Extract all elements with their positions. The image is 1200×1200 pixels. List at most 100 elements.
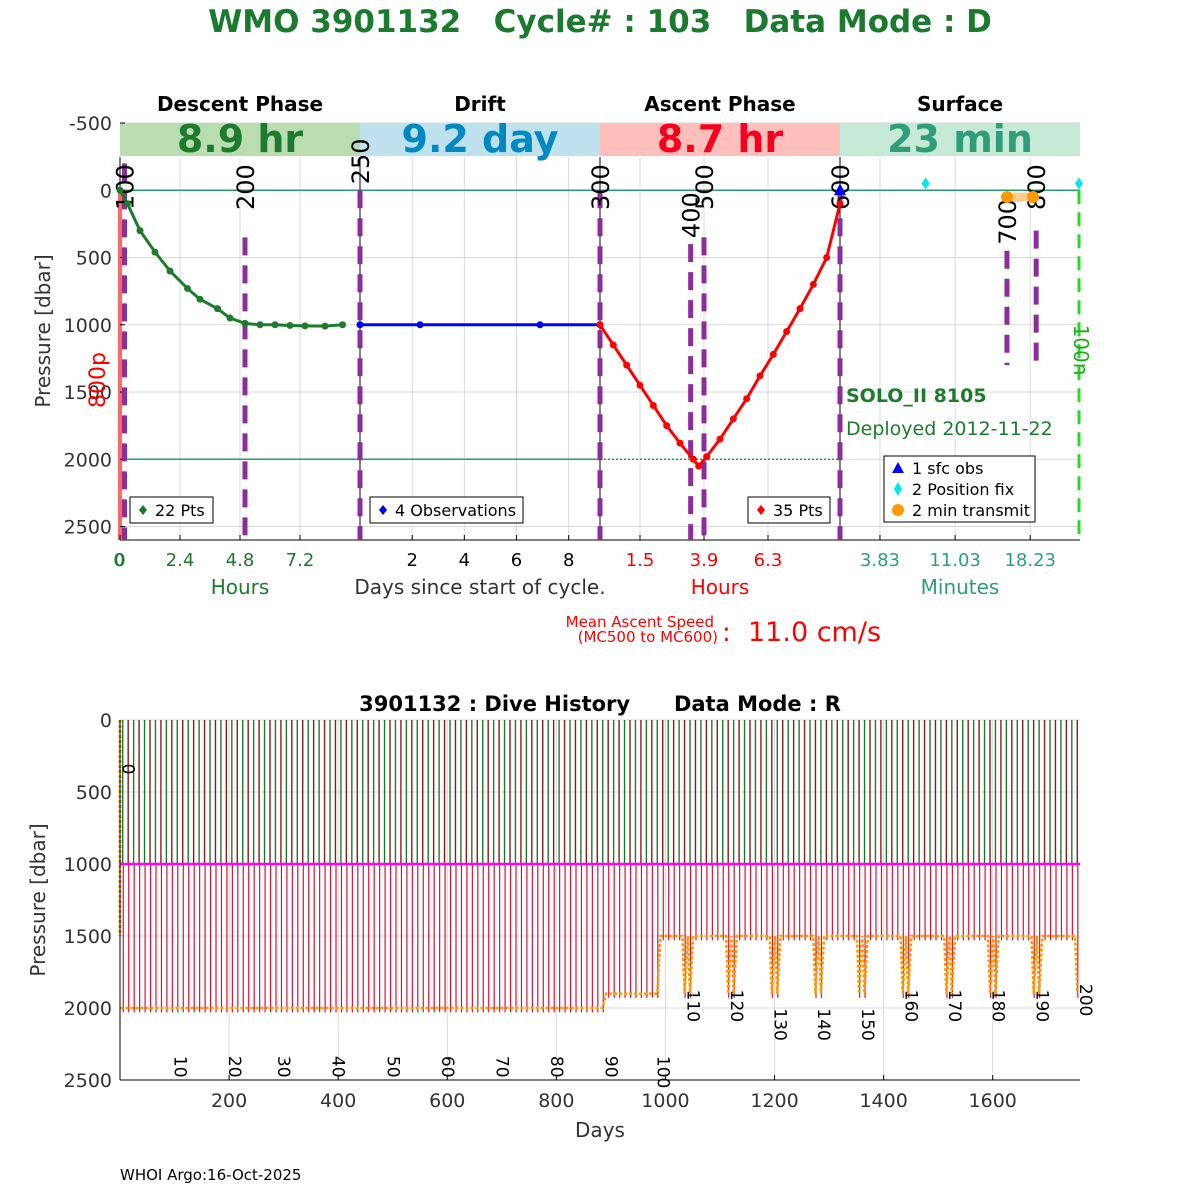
phase-duration: 23 min [887,117,1033,161]
series-point [729,415,737,423]
series-point [241,319,249,327]
top-xtick-label: 18.23 [1004,550,1056,571]
legend-label: 1 sfc obs [912,459,983,478]
float-deployed: Deployed 2012-11-22 [846,418,1053,440]
cycle-number-label: 90 [600,1056,620,1078]
cycle-number-label: 130 [770,1008,790,1040]
event-marker-label: 500 [691,164,719,210]
ascent-speed-value: 11.0 cm/s [748,617,881,648]
cycle-number-label: 170 [944,990,964,1022]
phase-title: Surface [917,92,1003,116]
cycle-number-label: 40 [328,1056,348,1078]
position-fix-point [921,177,930,190]
cycle-number-label: 190 [1031,990,1051,1022]
series-point [689,455,697,463]
series-point [695,462,703,470]
transmit-point [1027,190,1040,203]
phase-unit-label: Hours [691,575,750,599]
bottom-ytick-label: 500 [76,782,112,804]
top-xtick-label: 4 [459,550,470,571]
cycle-number-label: 80 [546,1056,566,1078]
figure-title: WMO 3901132 Cycle# : 103 Data Mode : D [208,4,992,40]
cycle-number-label: 200 [1075,984,1095,1016]
ascent-speed-label-1: Mean Ascent Speed [566,613,714,631]
ascent-speed-colon: : [722,618,731,648]
top-xtick-label: 0 [113,550,124,571]
ascent-speed-label-2: (MC500 to MC600) [578,628,718,646]
series-point [226,314,234,322]
series-point [756,372,764,380]
phase-band-0 [120,123,360,156]
bottom-xtick-label: 800 [538,1090,574,1112]
right-side-label: 100n [1069,325,1093,376]
legend-box [369,496,524,524]
top-xtick-label: 7.2 [286,550,315,571]
series-point [716,435,724,443]
cycle-number-label: 160 [900,990,920,1022]
bottom-ytick-label: 0 [100,710,112,732]
bottom-xtick-label: 600 [429,1090,465,1112]
bottom-xtick-label: 400 [320,1090,356,1112]
top-xtick-label: 1.5 [626,550,655,571]
phase-band-2 [600,123,840,156]
event-marker-label: 300 [587,164,615,210]
top-ytick-label: 500 [76,248,112,270]
profile-depth-line [120,934,1079,1010]
series-point [136,227,144,235]
top-ytick-label: 2000 [64,449,112,471]
surface-legend-box [883,455,1036,523]
footer-credit: WHOI Argo:16-Oct-2025 [120,1166,302,1184]
legend-marker [757,505,765,515]
series-point [649,401,657,409]
legend-marker [894,482,902,496]
cycle-number-label: 120 [726,990,746,1022]
phase-title: Ascent Phase [644,92,795,116]
bottom-xtick-label: 1600 [969,1090,1017,1112]
top-xtick-label: 6 [511,550,522,571]
event-marker-label: 400 [678,192,706,238]
series-point [184,284,191,292]
float-model: SOLO_II 8105 [846,385,987,407]
series-point [796,305,804,313]
cycle-number-label: 50 [382,1056,402,1078]
series-line-2 [598,203,842,469]
bottom-xtick-label: 1400 [859,1090,907,1112]
dive-stems [122,720,1079,1013]
top-center-xlabel: Days since start of cycle. [354,575,605,599]
series-point [743,395,751,403]
series-point [166,267,174,275]
cycle-number-label: 10 [170,1056,190,1078]
top-xtick-label: 3.9 [690,550,719,571]
series-point [124,200,131,208]
cycle-number-label: 60 [437,1056,457,1078]
legend-label: 22 Pts [155,501,205,520]
phase-title: Descent Phase [157,92,323,116]
phase-title: Drift [454,92,506,116]
series-point [151,248,159,256]
top-xtick-label: 0 [114,550,125,571]
series-point [116,186,124,194]
series-point [301,322,309,330]
cycle-number-label: 140 [813,1008,833,1040]
cycle-number-label: 0 [118,764,138,775]
bottom-xtick-label: 1000 [641,1090,689,1112]
sfc-obs-point [834,183,846,196]
series-point [783,328,791,335]
series-point [214,305,221,313]
dive-history-title: 3901132 : Dive History Data Mode : R [359,692,841,716]
top-xtick-label: 2 [406,550,417,571]
series-point [339,321,346,329]
bottom-xtick-label: 200 [211,1090,247,1112]
top-ytick-label: 0 [100,180,112,202]
cycle-number-label: 70 [491,1056,511,1078]
top-ytick-label: 1500 [64,382,112,404]
phase-duration: 8.7 hr [657,117,784,161]
series-point [196,295,204,303]
series-point [596,321,604,329]
top-xtick-label: 4.8 [226,550,255,571]
phase-band-3 [840,123,1080,156]
series-point [623,361,631,369]
series-point [809,280,817,288]
top-ylabel: Pressure [dbar] [31,254,55,407]
